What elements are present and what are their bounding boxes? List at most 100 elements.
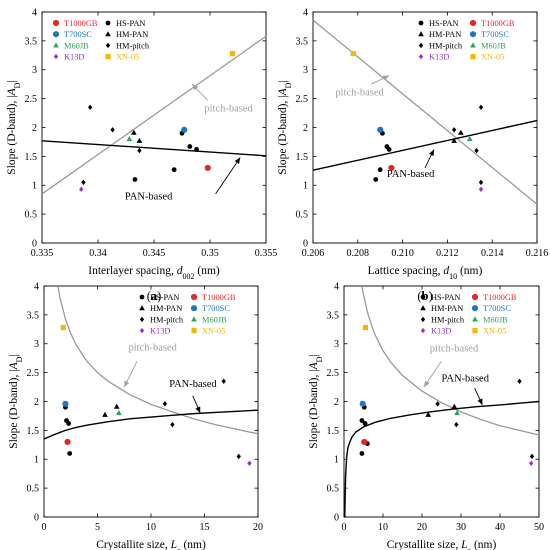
x-tick-label: 0.208 [347, 248, 370, 259]
x-tick-label: 50 [534, 522, 544, 533]
data-point-circle [62, 400, 69, 407]
y-axis-label: Slope (D-band), |AD| [308, 354, 324, 448]
legend-label: HM-PAN [431, 304, 463, 313]
legend-label: K13D [150, 327, 170, 336]
data-point-diamond [170, 421, 175, 428]
legend-label: HM-pitch [431, 315, 465, 324]
y-tick-label: 2 [32, 123, 37, 134]
legend-marker-diamond [139, 327, 145, 334]
y-tick-label: 3 [34, 339, 39, 350]
annotation-pitch-based: pitch-based [335, 88, 384, 99]
data-point-diamond [517, 378, 522, 384]
annotation-arrow-head [234, 157, 241, 164]
legend-label: T1000GB [481, 19, 515, 28]
y-tick-label: 3.5 [25, 36, 38, 47]
data-point-circle [377, 126, 384, 133]
legend-marker-diamond [105, 42, 111, 49]
data-point-square [350, 50, 356, 57]
x-axis-label: Crystallite size, La (nm) [387, 539, 497, 550]
x-tick-label: 0.335 [31, 248, 54, 259]
y-tick-label: 3 [303, 65, 308, 76]
legend-label: K13D [431, 327, 451, 336]
data-point-diamond [162, 401, 168, 407]
data-point-triangle [116, 410, 122, 416]
x-tick-label: 20 [417, 522, 427, 533]
legend-label: HS-PAN [150, 293, 179, 302]
legend-label: HM-pitch [429, 41, 463, 50]
y-tick-label: 0.5 [27, 484, 40, 495]
y-tick-label: 1 [32, 181, 37, 192]
data-point-circle-small [386, 147, 392, 152]
data-point-triangle [425, 411, 432, 417]
legend-marker-triangle [470, 42, 476, 48]
y-tick-label: 3.5 [27, 310, 40, 321]
panel-b: 0 0.5 1 1.5 2 2.5 3 3.5 4 0.206 0.208 0.210 0.212 0.2… [277, 7, 548, 303]
legend-label: T700SC [481, 30, 509, 39]
data-point-square [60, 324, 66, 331]
legend-marker-diamond [418, 42, 424, 49]
legend-label: XN-05 [481, 53, 504, 62]
x-tick-label: 10 [378, 522, 388, 533]
data-point-square [229, 50, 235, 57]
data-point-triangle [457, 129, 464, 135]
data-point-triangle [126, 136, 133, 142]
legend-marker-diamond [420, 316, 426, 323]
y-axis-label: Slope (D-band), |AD| [277, 80, 293, 174]
legend-marker-triangle [105, 31, 111, 37]
legend-label: XN-05 [116, 53, 139, 62]
data-point-diamond [478, 179, 484, 186]
legend-label: M60JB [483, 315, 508, 324]
x-tick-label: 0 [42, 522, 47, 533]
PAN-based-fit-line [312, 119, 538, 171]
legend-label: HS-PAN [429, 19, 458, 28]
legend-marker-circle [469, 31, 477, 38]
data-point-circle-small [66, 421, 72, 426]
data-point-circle-small [359, 418, 365, 423]
x-tick-label: 10 [146, 522, 156, 533]
data-point-diamond [88, 104, 93, 110]
legend-marker-circle [52, 19, 60, 27]
y-tick-label: 1 [303, 181, 308, 192]
x-tick-label: 0.355 [255, 248, 278, 259]
data-point-diamond [221, 378, 226, 384]
y-tick-label: 4 [303, 7, 308, 18]
y-tick-label: 0 [334, 512, 339, 523]
PAN-based-fit-line [43, 409, 259, 440]
legend-label: T1000GB [64, 19, 98, 28]
legend-label: T1000GB [483, 293, 517, 302]
data-point-circle-small [132, 177, 138, 182]
annotation-arrow-head [382, 75, 390, 81]
legend-label: T700SC [483, 304, 511, 313]
data-point-triangle [451, 403, 458, 409]
legend-marker-triangle [418, 31, 424, 37]
data-point-diamond [81, 179, 86, 186]
pitch-based-fit-line [57, 285, 259, 435]
data-point-diamond [478, 104, 484, 110]
y-tick-label: 0 [32, 238, 37, 249]
legend-marker-square [191, 328, 197, 334]
legend-label: M60JB [481, 41, 506, 50]
y-tick-label: 1 [34, 455, 39, 466]
PAN-based-fit-line [41, 140, 267, 157]
y-tick-label: 2.5 [296, 94, 309, 105]
legend-marker-diamond [420, 327, 426, 334]
panel-label: (a) [147, 289, 162, 303]
annotation-PAN-based: PAN-based [169, 379, 217, 390]
data-point-circle-small [373, 177, 379, 182]
data-point-circle-small [171, 167, 177, 173]
data-point-circle-small [67, 451, 73, 456]
annotation-pitch-based: pitch-based [129, 343, 178, 354]
y-tick-label: 3.5 [327, 310, 340, 321]
y-tick-label: 0.5 [296, 210, 309, 221]
pitch-based-fit-line [361, 285, 540, 436]
x-tick-label: 0.34 [89, 248, 107, 259]
legend-label: HS-PAN [431, 293, 460, 302]
legend-marker-square [105, 54, 111, 60]
data-point-circle-small [194, 147, 199, 152]
y-tick-label: 4 [34, 281, 39, 292]
data-point-triangle [136, 137, 143, 143]
legend-label: HM-PAN [150, 304, 182, 313]
data-point-triangle [451, 137, 457, 143]
legend-marker-circle [471, 305, 479, 312]
data-point-diamond [451, 127, 457, 133]
